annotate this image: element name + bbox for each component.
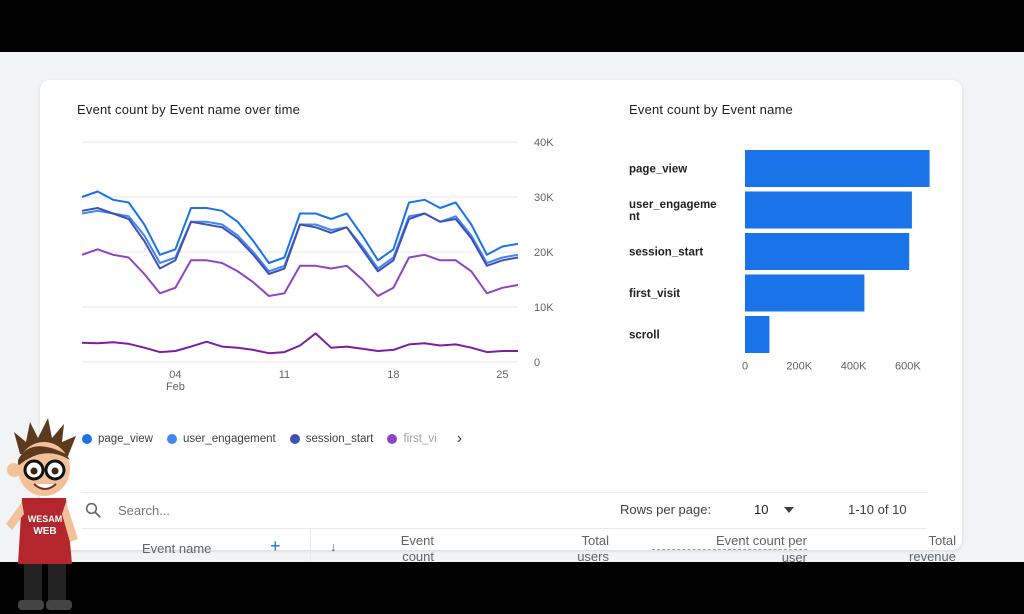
x-tick-sublabel: Feb xyxy=(166,381,185,393)
line-chart-legend: page_view user_engagement session_start … xyxy=(82,430,462,448)
series-line-scroll[interactable] xyxy=(81,332,518,355)
page-view-swatch xyxy=(82,434,92,444)
bar-chart-title: Event count by Event name xyxy=(629,102,793,117)
x-tick-label: 18 xyxy=(387,369,399,381)
bar-session-start[interactable] xyxy=(745,233,910,270)
col-event-count-line1: Event xyxy=(400,533,434,548)
series-line-session-start[interactable] xyxy=(81,207,519,275)
bar-category-label: session_start xyxy=(629,247,703,259)
col-total-users-line1: Total xyxy=(581,533,609,548)
col-event-count-per-user[interactable]: Event count per user xyxy=(652,533,807,562)
bar-page-view[interactable] xyxy=(745,150,930,187)
col-total-users[interactable]: Total users xyxy=(522,533,609,562)
col-event-name[interactable]: Event name xyxy=(142,541,212,556)
bar-category-label: first_visit xyxy=(629,288,680,300)
legend-next-icon[interactable]: › xyxy=(456,430,463,447)
legend-label: session_start xyxy=(305,433,374,445)
y-tick-label: 10K xyxy=(534,302,554,314)
first-visit-swatch xyxy=(387,434,398,444)
col-per-user-line1: Event count per xyxy=(652,533,807,550)
session-start-swatch xyxy=(289,434,300,444)
legend-item-page-view[interactable]: page_view xyxy=(82,433,153,445)
x-tick-label: 25 xyxy=(496,369,508,381)
column-divider xyxy=(310,529,311,562)
rows-per-page-value: 10 xyxy=(754,502,769,517)
col-total-revenue-line1: Total xyxy=(928,533,956,548)
add-dimension-button[interactable]: + xyxy=(270,536,281,556)
y-tick-label: 40K xyxy=(534,137,554,149)
bar-first-visit[interactable] xyxy=(745,274,865,312)
bar-category-label: user_engageme nt xyxy=(629,199,717,223)
legend-item-first-visit[interactable]: first_vi xyxy=(387,433,437,445)
report-card: Event count by Event name over time 0 10K… xyxy=(40,80,962,562)
series-line-first-visit[interactable] xyxy=(81,248,519,297)
bar-category-label: page_view xyxy=(629,164,687,176)
bar-user-engageme-nt[interactable] xyxy=(745,191,912,229)
app-frame: Event count by Event name over time 0 10K… xyxy=(0,52,1024,562)
table-toolbar: Rows per page: 10 1-10 of 10 xyxy=(82,492,927,527)
legend-label: first_vi xyxy=(403,433,437,445)
bar-scroll[interactable] xyxy=(745,316,770,353)
shirt-text-top: WESAM xyxy=(28,514,63,524)
col-event-count[interactable]: Event count xyxy=(382,533,434,562)
legend-label: user_engagement xyxy=(182,433,276,445)
bar-category-label: scroll xyxy=(629,330,660,342)
bar-chart: 0 200K 400K 600K page_view user_engageme ntses… xyxy=(629,150,930,373)
x-tick-label: 400K xyxy=(841,361,867,373)
rows-per-page-label: Rows per page: xyxy=(620,502,712,517)
col-event-count-line2: count xyxy=(402,549,434,562)
x-tick-label: 11 xyxy=(279,369,290,381)
shirt-text-bottom: WEB xyxy=(33,526,56,537)
x-tick-label: 200K xyxy=(786,361,812,373)
y-tick-label: 0 xyxy=(534,357,540,369)
table-header: Event name + ↓ Event count Total users E… xyxy=(82,528,956,562)
search-icon xyxy=(85,502,101,518)
legend-item-user-engagement[interactable]: user_engagement xyxy=(166,433,276,445)
x-tick-label: 0 xyxy=(742,361,748,373)
col-total-users-line2: users xyxy=(577,549,609,562)
rows-per-page-select[interactable]: 10 xyxy=(754,502,795,517)
caret-down-icon xyxy=(784,506,795,513)
search-input[interactable] xyxy=(116,501,480,519)
line-chart-title: Event count by Event name over time xyxy=(77,102,301,117)
x-tick-label: 04 xyxy=(169,369,181,381)
user-engagement-swatch xyxy=(166,434,177,444)
col-per-user-line2: user xyxy=(781,550,807,562)
y-tick-label: 30K xyxy=(534,192,554,204)
legend-item-session-start[interactable]: session_start xyxy=(289,433,374,445)
col-total-revenue-line2: revenue xyxy=(909,549,956,562)
col-total-revenue[interactable]: Total revenue xyxy=(862,533,956,562)
series-line-page-view[interactable] xyxy=(81,190,519,264)
legend-label: page_view xyxy=(98,433,153,445)
pagination-status: 1-10 of 10 xyxy=(848,502,907,517)
sort-desc-icon[interactable]: ↓ xyxy=(330,539,337,554)
y-tick-label: 20K xyxy=(534,247,554,259)
mascot-avatar: WESAM WEB xyxy=(6,418,78,610)
x-tick-label: 600K xyxy=(895,361,921,373)
